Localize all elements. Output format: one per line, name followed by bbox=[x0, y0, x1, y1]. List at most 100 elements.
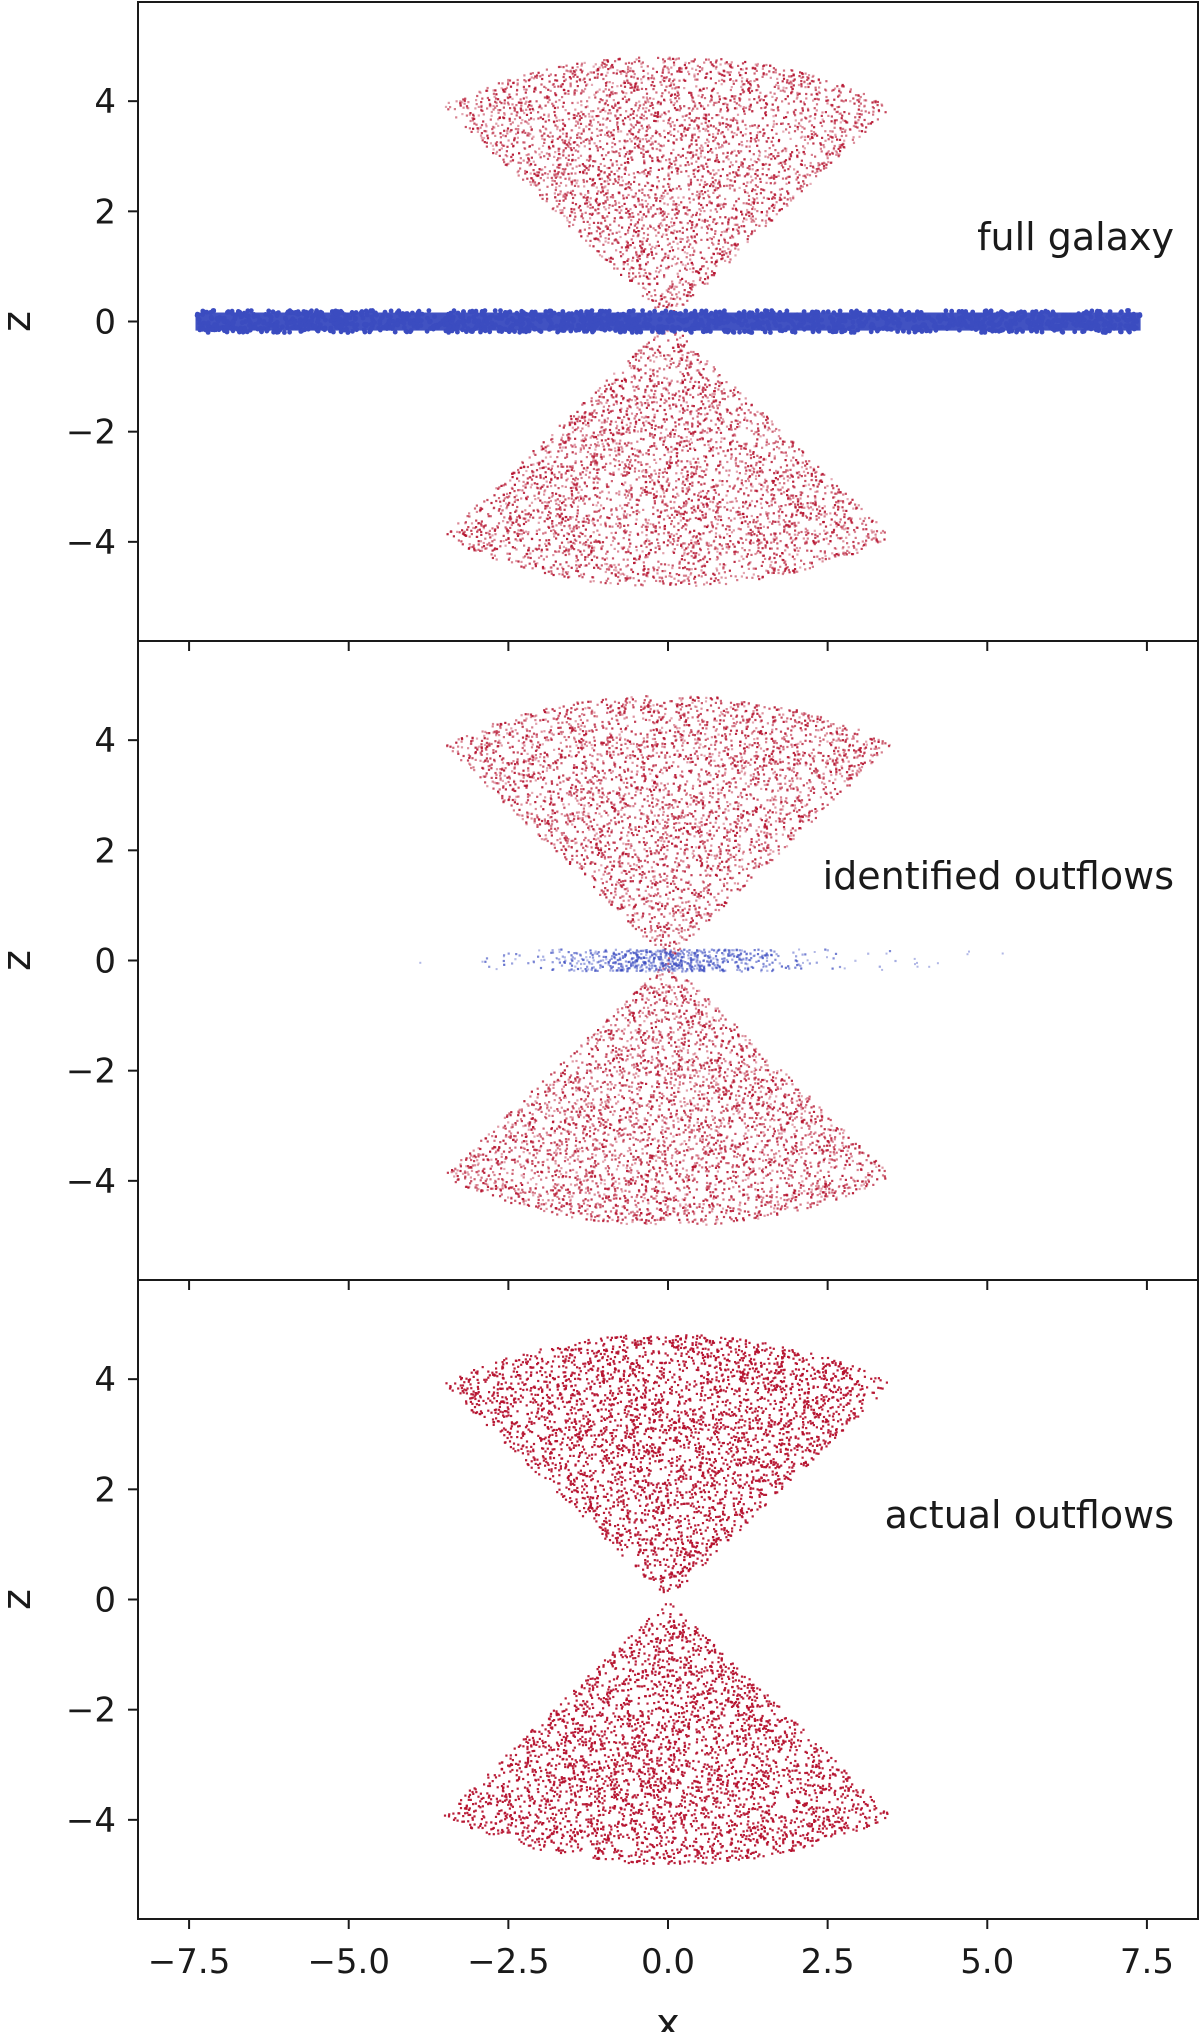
point bbox=[640, 463, 643, 466]
point bbox=[851, 498, 854, 501]
point bbox=[704, 512, 707, 515]
point bbox=[719, 515, 722, 518]
point bbox=[576, 509, 579, 512]
point bbox=[666, 238, 669, 241]
point bbox=[629, 279, 632, 282]
point bbox=[724, 528, 728, 531]
point bbox=[561, 502, 564, 505]
point bbox=[649, 476, 652, 479]
point bbox=[600, 430, 603, 433]
point bbox=[759, 467, 762, 470]
point bbox=[583, 77, 586, 80]
point bbox=[748, 533, 751, 536]
point bbox=[814, 541, 817, 544]
point bbox=[572, 196, 575, 200]
point bbox=[699, 466, 702, 469]
point bbox=[640, 404, 643, 407]
point bbox=[734, 550, 737, 553]
point bbox=[765, 214, 768, 217]
point bbox=[638, 558, 641, 561]
point bbox=[660, 211, 663, 214]
point bbox=[709, 409, 712, 412]
point bbox=[576, 570, 580, 573]
point bbox=[524, 147, 527, 150]
point bbox=[576, 66, 579, 69]
point bbox=[621, 184, 624, 187]
point bbox=[733, 189, 736, 192]
point bbox=[625, 75, 628, 78]
point bbox=[691, 417, 695, 420]
point bbox=[581, 163, 584, 166]
point bbox=[804, 135, 807, 138]
point bbox=[638, 254, 641, 257]
point bbox=[718, 401, 721, 404]
point bbox=[788, 571, 791, 574]
point bbox=[761, 117, 764, 120]
point bbox=[627, 193, 630, 197]
point bbox=[748, 549, 751, 552]
point bbox=[702, 186, 705, 189]
point bbox=[723, 80, 726, 83]
point bbox=[831, 89, 834, 92]
point bbox=[539, 105, 542, 108]
point bbox=[849, 100, 852, 103]
point bbox=[783, 561, 786, 564]
point bbox=[785, 128, 788, 131]
point bbox=[806, 471, 810, 475]
point bbox=[509, 96, 512, 99]
point bbox=[530, 156, 533, 159]
point bbox=[770, 175, 773, 178]
point bbox=[783, 482, 786, 485]
point bbox=[829, 512, 832, 515]
point bbox=[653, 84, 656, 88]
point bbox=[647, 149, 650, 152]
point bbox=[715, 441, 718, 444]
point bbox=[706, 144, 709, 147]
point bbox=[604, 65, 607, 68]
point bbox=[738, 151, 741, 155]
point bbox=[708, 133, 711, 136]
point bbox=[661, 145, 664, 148]
point bbox=[670, 379, 673, 382]
point bbox=[723, 437, 726, 440]
point bbox=[503, 144, 506, 147]
point bbox=[686, 473, 689, 477]
point bbox=[710, 63, 713, 66]
point bbox=[607, 112, 610, 115]
point bbox=[614, 114, 617, 117]
point bbox=[695, 68, 698, 71]
point bbox=[648, 465, 651, 469]
point bbox=[495, 558, 498, 561]
point bbox=[614, 459, 617, 462]
point bbox=[791, 444, 794, 447]
point bbox=[584, 138, 587, 141]
point bbox=[555, 502, 558, 505]
point bbox=[483, 525, 486, 528]
point bbox=[575, 556, 578, 559]
point bbox=[589, 453, 592, 456]
point bbox=[517, 468, 520, 472]
point bbox=[745, 202, 748, 205]
point bbox=[773, 204, 776, 207]
point bbox=[709, 209, 712, 212]
point bbox=[619, 184, 622, 187]
point bbox=[858, 135, 861, 138]
point bbox=[507, 162, 510, 165]
point bbox=[680, 170, 683, 173]
point bbox=[660, 75, 663, 78]
point bbox=[546, 548, 549, 551]
point bbox=[709, 430, 712, 433]
point bbox=[686, 372, 689, 375]
point bbox=[778, 188, 782, 191]
point bbox=[735, 223, 738, 226]
point bbox=[714, 222, 717, 225]
point bbox=[618, 490, 621, 493]
point bbox=[646, 293, 649, 296]
point bbox=[693, 466, 696, 469]
point bbox=[653, 289, 656, 292]
point bbox=[671, 293, 674, 296]
point bbox=[777, 568, 780, 572]
point bbox=[572, 69, 575, 73]
point bbox=[719, 216, 722, 219]
point bbox=[567, 533, 570, 536]
